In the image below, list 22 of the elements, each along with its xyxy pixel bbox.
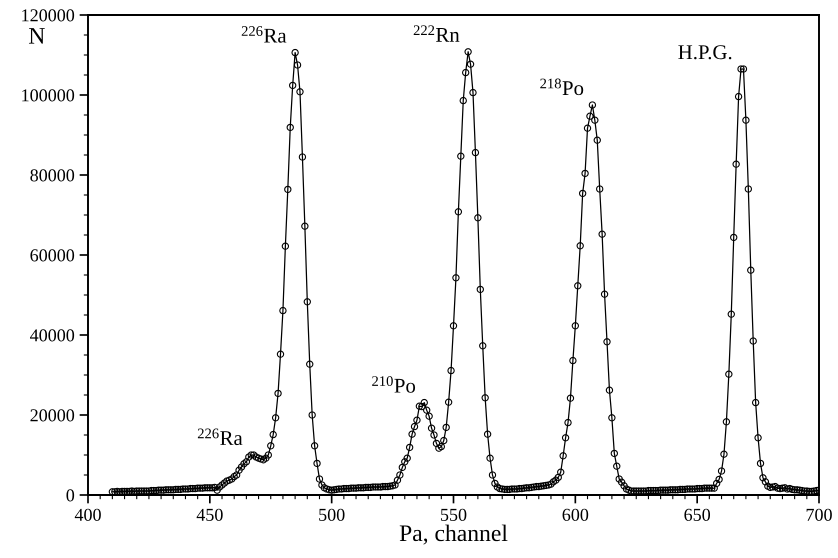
y-tick-label: 20000 bbox=[30, 409, 74, 422]
x-axis-title: Pa, channel bbox=[400, 524, 508, 545]
annotation: $^{222}$Rn bbox=[414, 25, 460, 42]
y-tick-label: 80000 bbox=[30, 169, 74, 182]
annotation: $^{218}$Po bbox=[540, 78, 584, 96]
x-tick-label: 700 bbox=[806, 508, 832, 521]
x-tick-label: 550 bbox=[441, 508, 466, 521]
y-tick-label: 0 bbox=[66, 489, 74, 502]
x-tick-label: 500 bbox=[319, 508, 345, 521]
y-tick-label: 100000 bbox=[22, 89, 74, 102]
annotation: H.P.G. bbox=[678, 45, 732, 60]
x-tick-label: 600 bbox=[562, 508, 588, 521]
x-tick-label: 400 bbox=[74, 508, 101, 521]
annotation: $^{210}$Po bbox=[372, 376, 416, 393]
y-axis-title: N bbox=[28, 28, 45, 44]
y-tick-label: 120000 bbox=[22, 9, 74, 22]
x-tick-label: 450 bbox=[196, 508, 223, 521]
y-tick-label: 40000 bbox=[30, 329, 74, 342]
x-tick-label: 650 bbox=[684, 508, 710, 521]
annotation: $^{226}$Ra bbox=[198, 428, 242, 446]
annotation: $^{226}$Ra bbox=[242, 26, 286, 43]
y-tick-label: 60000 bbox=[30, 249, 74, 262]
